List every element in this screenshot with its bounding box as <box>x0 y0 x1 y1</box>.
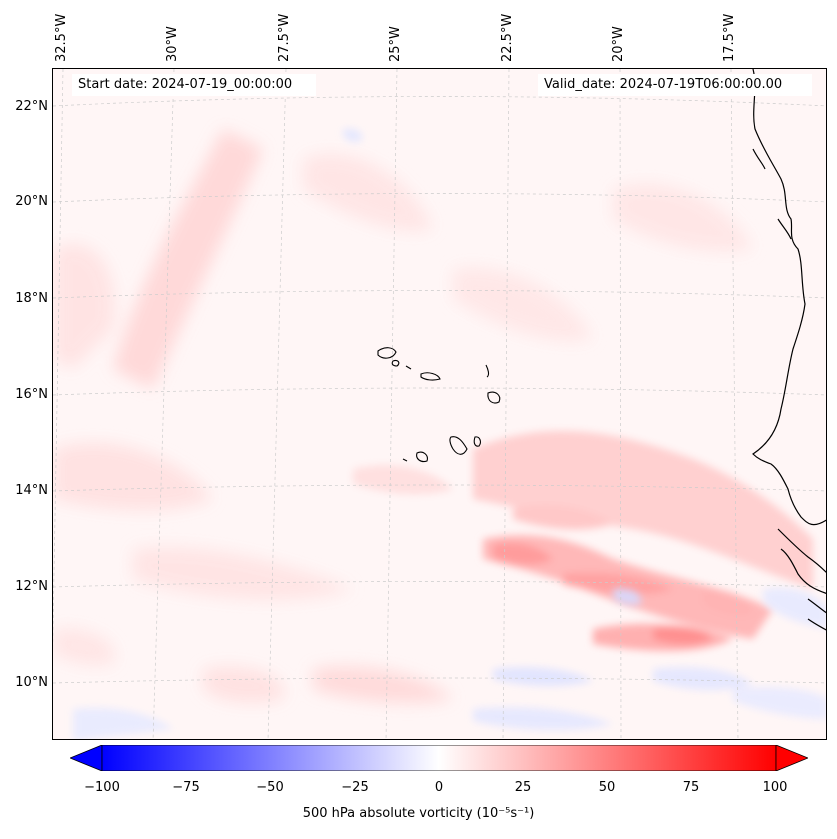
lat-label-20n: 20°N <box>15 194 48 209</box>
vorticity-field <box>53 69 826 739</box>
coastline <box>752 69 826 631</box>
lon-label-22-5w: 22.5°W <box>500 13 515 62</box>
colorbar <box>70 745 808 771</box>
cape-verde-islands <box>377 347 501 463</box>
lon-label-30w: 30°W <box>165 26 180 62</box>
valid-date-label: Valid_date: 2024-07-19T06:00:00.00 <box>538 74 812 96</box>
colorbar-tick-label: 75 <box>682 780 700 795</box>
lat-label-18n: 18°N <box>15 291 48 306</box>
lat-label-14n: 14°N <box>15 483 48 498</box>
colorbar-tick-label: 25 <box>514 780 532 795</box>
colorbar-tick-label: 100 <box>762 780 788 795</box>
colorbar-tick-label: −75 <box>172 780 200 795</box>
lon-label-17-5w: 17.5°W <box>722 13 737 62</box>
colorbar-tick-label: 50 <box>598 780 616 795</box>
lon-label-27-5w: 27.5°W <box>277 13 292 62</box>
colorbar-tick-label: 0 <box>434 780 444 795</box>
lon-label-25w: 25°W <box>388 26 403 62</box>
lat-label-16n: 16°N <box>15 387 48 402</box>
start-date-label: Start date: 2024-07-19_00:00:00 <box>72 74 316 96</box>
lat-label-12n: 12°N <box>15 579 48 594</box>
colorbar-tick-label: −25 <box>341 780 369 795</box>
colorbar-tick-label: −50 <box>256 780 284 795</box>
colorbar-tick-label: −100 <box>84 780 120 795</box>
lat-label-22n: 22°N <box>15 99 48 114</box>
lon-label-20w: 20°W <box>611 26 626 62</box>
vorticity-map <box>52 68 827 740</box>
lat-label-10n: 10°N <box>15 675 48 690</box>
colorbar-title: 500 hPa absolute vorticity (10⁻⁵s⁻¹) <box>302 806 535 821</box>
lon-label-32-5w: 32.5°W <box>54 13 69 62</box>
